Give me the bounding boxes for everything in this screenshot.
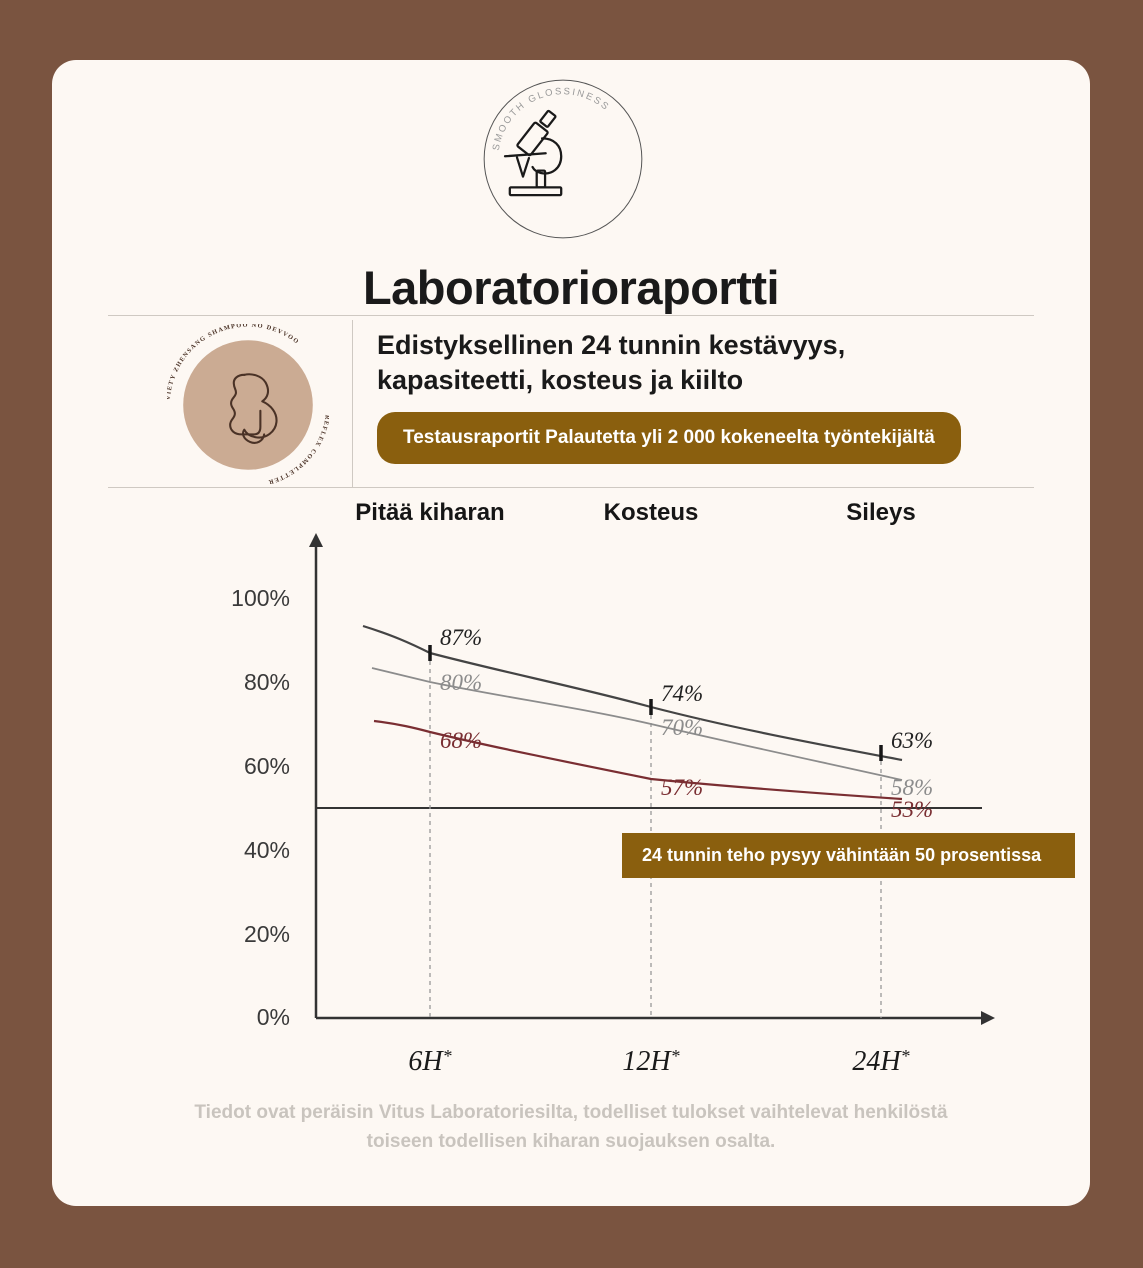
svg-text:12H*: 12H*: [622, 1046, 679, 1077]
svg-text:87%: 87%: [440, 625, 482, 650]
svg-text:70%: 70%: [661, 715, 703, 740]
svg-text:SMOOTH GLOSSINESS: SMOOTH GLOSSINESS: [491, 86, 612, 151]
svg-text:0%: 0%: [257, 1004, 290, 1030]
svg-text:63%: 63%: [891, 728, 933, 753]
svg-text:24H*: 24H*: [852, 1046, 909, 1077]
svg-text:Pitää kiharan: Pitää kiharan: [355, 499, 504, 526]
svg-text:6H*: 6H*: [408, 1046, 451, 1077]
svg-text:20%: 20%: [244, 921, 290, 947]
svg-text:60%: 60%: [244, 753, 290, 779]
svg-text:Kosteus: Kosteus: [604, 499, 699, 526]
svg-text:Sileys: Sileys: [846, 499, 915, 526]
svg-text:40%: 40%: [244, 837, 290, 863]
svg-text:100%: 100%: [231, 585, 290, 611]
svg-text:80%: 80%: [244, 669, 290, 695]
svg-text:68%: 68%: [440, 728, 482, 753]
svg-text:74%: 74%: [661, 681, 703, 706]
svg-text:57%: 57%: [661, 775, 703, 800]
svg-text:53%: 53%: [891, 797, 933, 822]
svg-text:80%: 80%: [440, 670, 482, 695]
